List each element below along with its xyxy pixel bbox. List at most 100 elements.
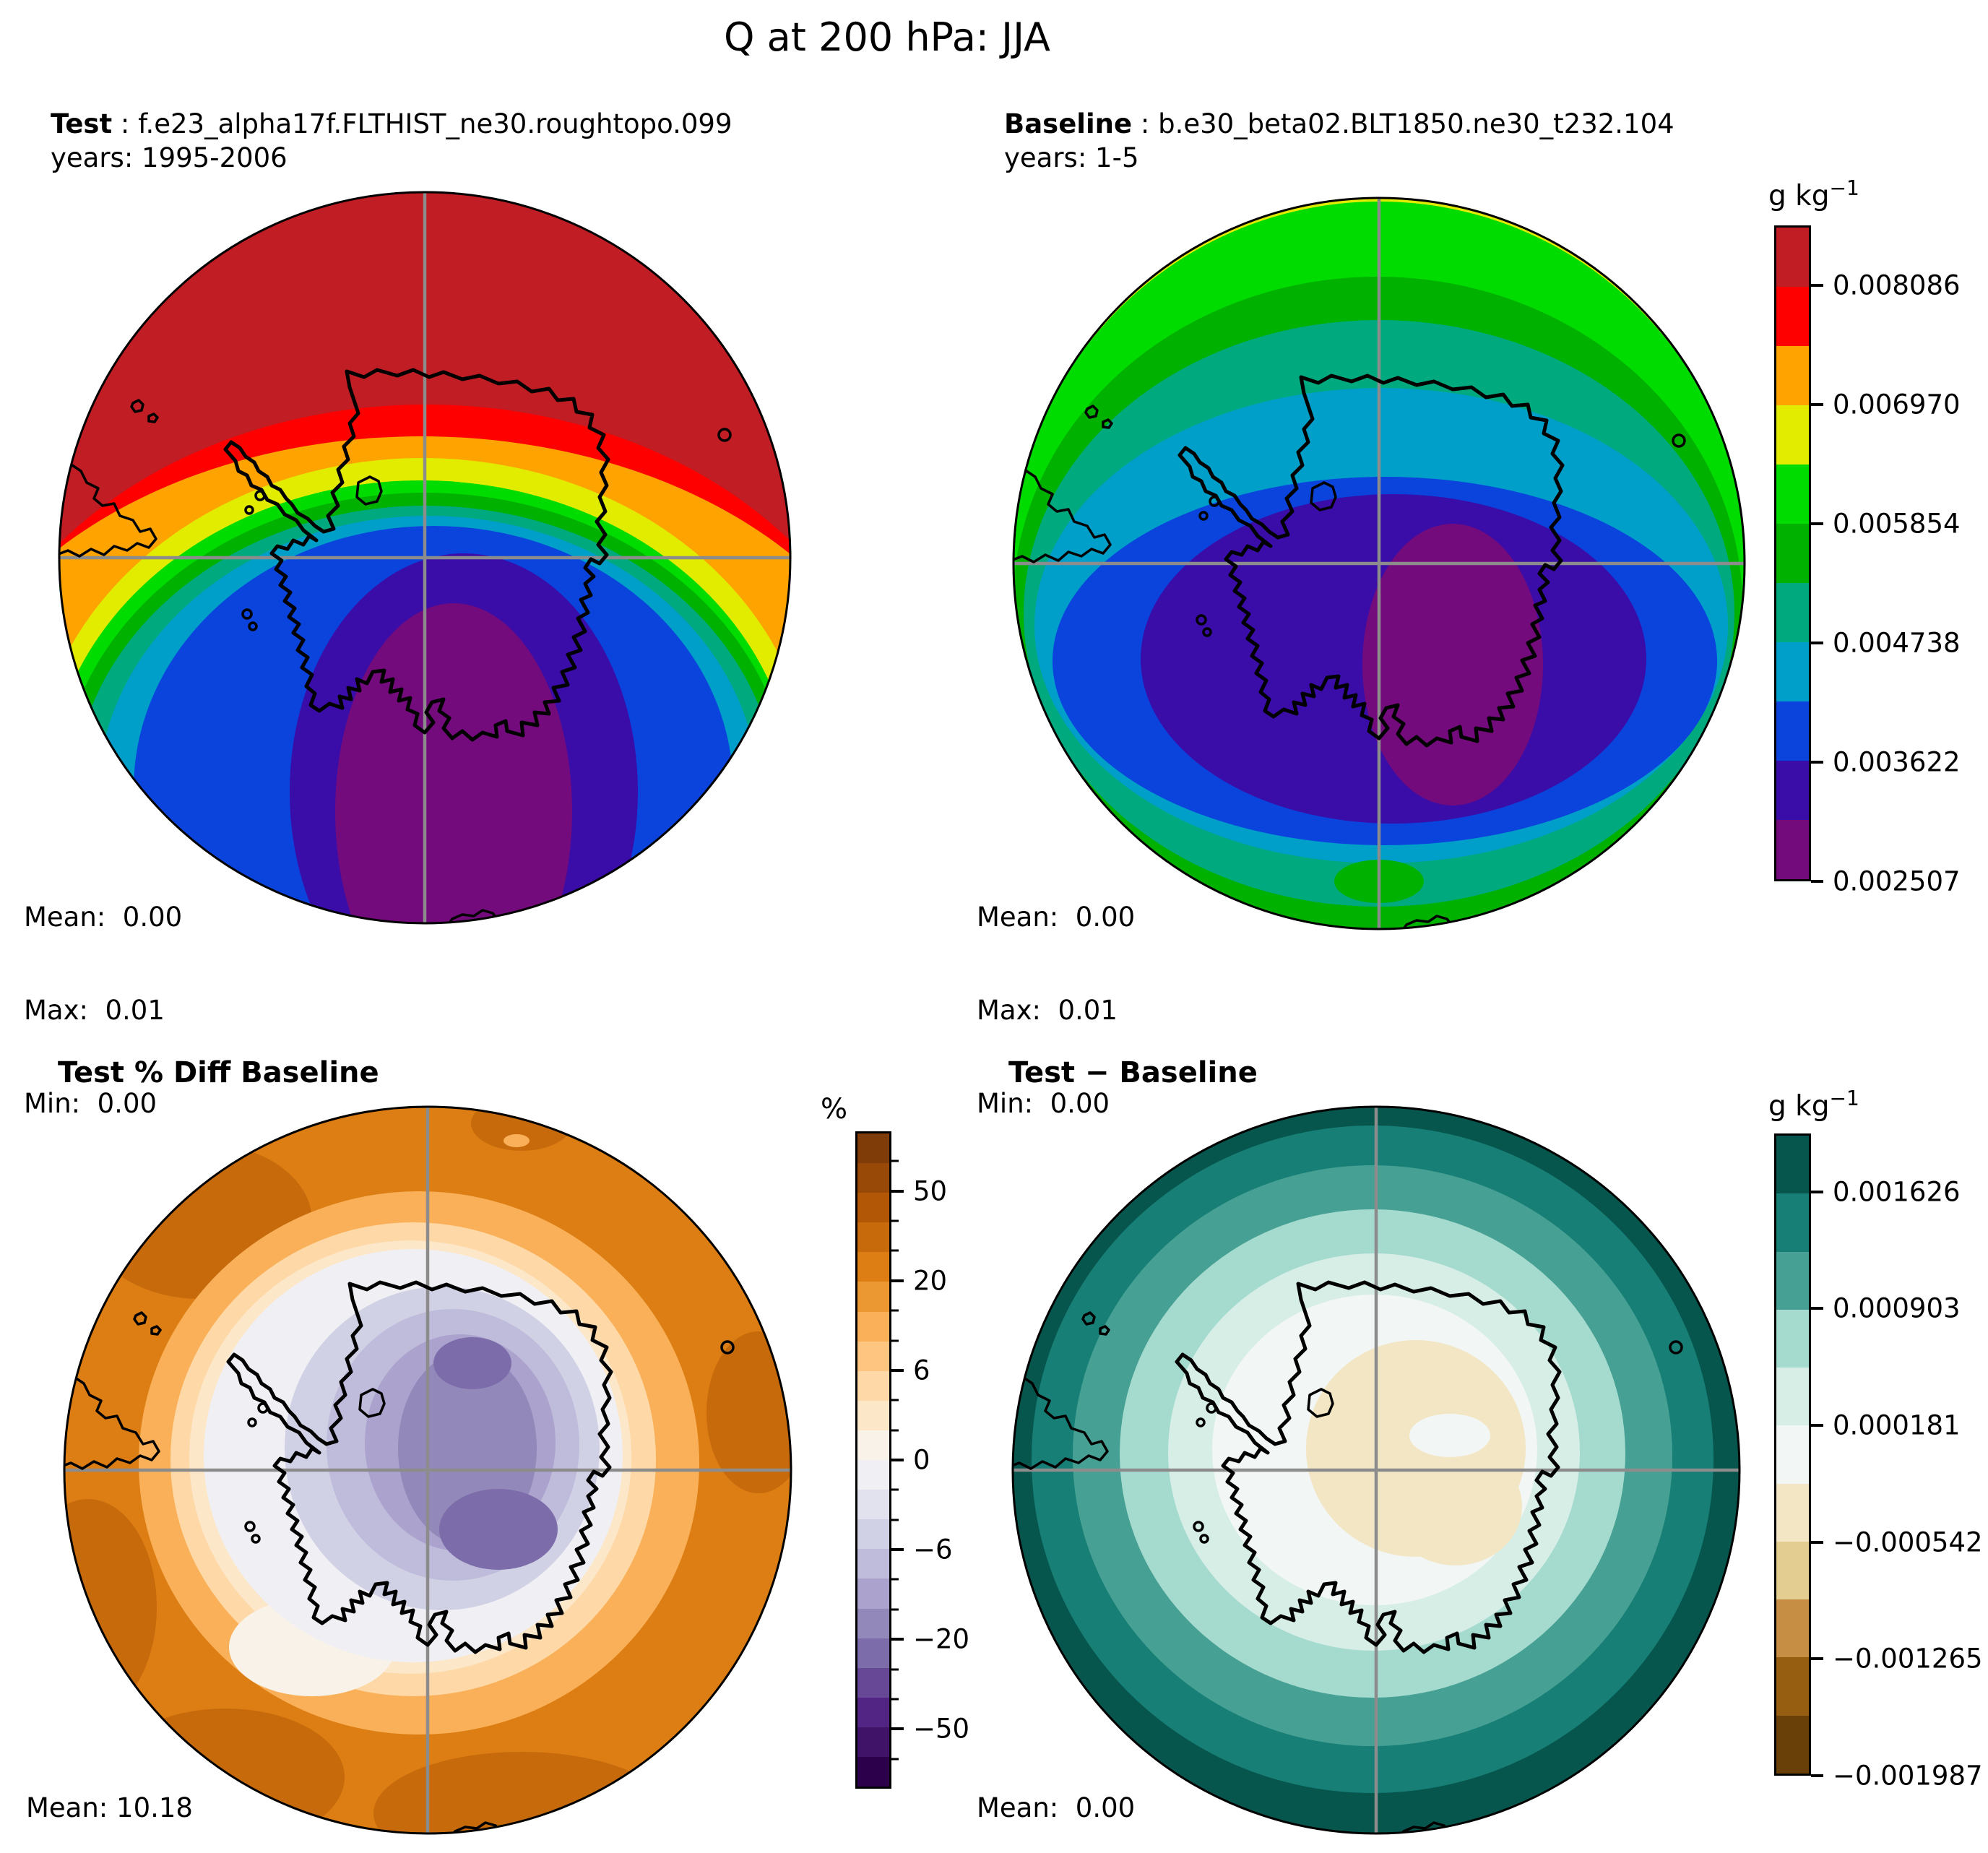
map-boundary [1011,1105,1741,1835]
colorbar-segment [1776,1599,1809,1658]
contour-bands [64,1107,791,1833]
colorbar-tick [1811,1540,1823,1544]
map-pct-diff [63,1105,792,1835]
colorbar-tick-label: 0.003622 [1833,746,1961,778]
colorbar-minor-tick [891,1339,899,1342]
contour-bands [1014,198,1745,929]
colorbar-unit-diff: g kg−1 [1768,1087,1859,1123]
colorbar-minor-tick [891,1578,899,1581]
colorbar-segment [1776,524,1809,583]
diff-stats: Mean: 0.00 Max: 0.00 Min: -0.00 [977,1730,1135,1853]
stat-max: Max: 0.01 [977,995,1118,1026]
colorbar-pct: 50 20 6 0 −6 −20 −50 [855,1131,969,1789]
colorbar-segment [1776,642,1809,701]
colorbar-tick [1811,1190,1823,1193]
colorbar-diff: 0.001626 0.000903 0.000181 −0.000542 −0.0012… [1774,1133,1983,1792]
colorbar-main: 0.008086 0.006970 0.005854 0.004738 0.003622… [1774,225,1961,897]
colorbar-tick-label: −6 [913,1534,953,1565]
colorbar-segment [857,1519,889,1550]
colorbar-segment [1776,228,1809,287]
colorbar-tick [1811,402,1823,406]
map-boundary [1012,196,1746,930]
stat-mean: Mean: 10.18 [26,1792,193,1823]
stat-min: Min: 0.00 [977,1088,1110,1119]
colorbar-segment [857,1370,889,1401]
colorbar-segment [857,1667,889,1698]
contour-bands [1013,1107,1739,1833]
colorbar-segment [1776,1483,1809,1542]
colorbar-segment [1776,1193,1809,1252]
colorbar-tick-label: −50 [913,1713,970,1745]
colorbar-segment [857,1490,889,1520]
colorbar-segment [1776,1715,1809,1774]
colorbar-segment [1776,1309,1809,1368]
colorbar-segment [1776,583,1809,642]
colorbar-tick-label: −0.001265 [1833,1643,1983,1675]
colorbar-tick [1811,641,1823,644]
page-title: Q at 200 hPa: JJA [724,14,1050,60]
colorbar-unit-main: g kg−1 [1768,176,1859,212]
colorbar-minor-tick [891,1219,899,1222]
map-baseline [1012,196,1746,930]
baseline-stats: Mean: 0.00 Max: 0.01 Min: 0.00 [977,839,1135,1181]
colorbar-segment [857,1133,889,1164]
test-label: Test [51,108,113,139]
colorbar-tick-label: 0.000181 [1833,1409,1961,1441]
colorbar-segment [857,1430,889,1461]
colorbar-minor-tick [891,1159,899,1162]
colorbar-segment [1776,405,1809,465]
colorbar-tick [1811,880,1823,883]
colorbar-segment [857,1549,889,1579]
pct-diff-panel-title: Test % Diff Baseline [58,1056,379,1089]
contour-band [1409,1414,1490,1457]
map-boundary [63,1105,792,1835]
colorbar-minor-tick [891,1519,899,1521]
test-run-header: Test : f.e23_alpha17f.FLTHIST_ne30.rough… [51,107,732,175]
colorbar-tick [891,1279,904,1282]
colorbar-tick [1811,283,1823,287]
contour-band [1556,675,1621,726]
colorbar-tick-label: 0.006970 [1833,389,1961,420]
colorbar-segment [857,1400,889,1430]
colorbar-tick-label: 0.000903 [1833,1292,1961,1324]
colorbar-segment [1776,1541,1809,1600]
colorbar-segment [857,1311,889,1342]
colorbar-tick [891,1459,904,1461]
stat-max: Max: 0.01 [24,995,165,1026]
colorbar-tick-label: −0.000542 [1833,1526,1983,1558]
colorbar-segment [857,1608,889,1638]
colorbar-minor-tick [891,1758,899,1761]
colorbar-minor-tick [891,1429,899,1432]
colorbar-segment [1776,1251,1809,1310]
colorbar-minor-tick [891,1309,899,1312]
stat-min: Min: 0.00 [24,1088,157,1119]
colorbar-segment [1776,761,1809,820]
map-diff [1011,1105,1741,1835]
colorbar-minor-tick [891,1249,899,1252]
baseline-run-header: Baseline : b.e30_beta02.BLT1850.ne30_t23… [1004,107,1674,175]
baseline-run-name: : b.e30_beta02.BLT1850.ne30_t232.104 [1132,108,1674,139]
colorbar-tick-label: 50 [913,1175,948,1207]
stat-mean: Mean: 0.00 [977,1792,1136,1823]
colorbar-minor-tick [891,1608,899,1611]
colorbar-segment [857,1638,889,1668]
colorbar-segment [1776,1368,1809,1426]
colorbar-tick-label: −0.001987 [1833,1760,1983,1792]
colorbar-bar [855,1131,891,1789]
colorbar-segment [1776,820,1809,879]
colorbar-minor-tick [891,1399,899,1401]
colorbar-segment [857,1460,889,1490]
colorbar-tick [891,1368,904,1372]
stat-mean: Mean: 0.00 [977,902,1136,933]
colorbar-tick-label: 0.008086 [1833,269,1961,301]
colorbar-tick-label: 0.004738 [1833,627,1961,659]
colorbar-segment [857,1163,889,1193]
colorbar-tick-label: 20 [913,1265,948,1297]
map-boundary [58,191,792,925]
baseline-label: Baseline [1004,108,1133,139]
baseline-years: years: 1-5 [1004,142,1139,173]
colorbar-unit-pct: % [821,1093,848,1126]
colorbar-segment [1776,701,1809,761]
colorbar-tick-label: 0.005854 [1833,508,1961,540]
